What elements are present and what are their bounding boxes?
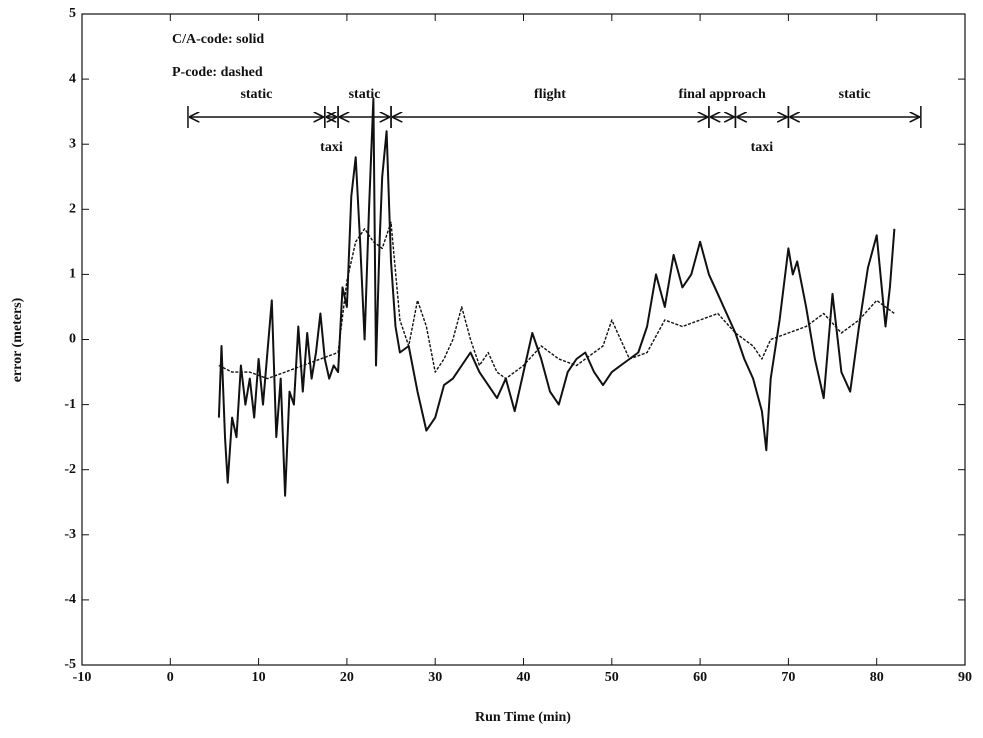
y-tick-label: -5 xyxy=(64,657,76,672)
x-tick-label: 30 xyxy=(428,670,442,685)
x-tick-label: 50 xyxy=(605,670,619,685)
y-tick-label: 4 xyxy=(69,71,76,86)
x-tick-label: 0 xyxy=(167,670,174,685)
x-tick-label: -10 xyxy=(73,670,92,685)
y-tick-label: 5 xyxy=(69,6,76,21)
phase-label: static xyxy=(839,87,871,102)
x-tick-label: 80 xyxy=(870,670,884,685)
y-tick-label: -2 xyxy=(64,462,76,477)
x-tick-label: 20 xyxy=(340,670,354,685)
y-tick-label: 3 xyxy=(69,136,76,151)
y-tick-label: 0 xyxy=(69,332,76,347)
plot-frame xyxy=(81,13,966,666)
x-tick-label: 40 xyxy=(517,670,531,685)
y-tick-label: -1 xyxy=(64,397,76,412)
x-axis-label: Run Time (min) xyxy=(475,710,571,725)
data-line xyxy=(218,221,895,380)
y-tick-label: 2 xyxy=(69,202,76,217)
phase-label: static xyxy=(240,87,272,102)
phase-label: taxi xyxy=(751,140,774,155)
legend-entry: C/A-code: solid xyxy=(172,32,264,47)
x-tick-label: 10 xyxy=(252,670,266,685)
phase-label: taxi xyxy=(320,140,343,155)
x-tick-label: 90 xyxy=(958,670,972,685)
y-tick-label: 1 xyxy=(69,267,76,282)
x-tick-label: 60 xyxy=(693,670,707,685)
y-tick-label: -4 xyxy=(64,592,76,607)
phase-label: flight xyxy=(534,87,566,102)
y-tick-label: -3 xyxy=(64,527,76,542)
data-line xyxy=(217,97,896,497)
phase-label: final approach xyxy=(679,87,766,102)
phase-label: static xyxy=(349,87,381,102)
x-tick-label: 70 xyxy=(781,670,795,685)
legend-entry: P-code: dashed xyxy=(172,65,263,80)
y-axis-label: error (meters) xyxy=(10,297,25,382)
